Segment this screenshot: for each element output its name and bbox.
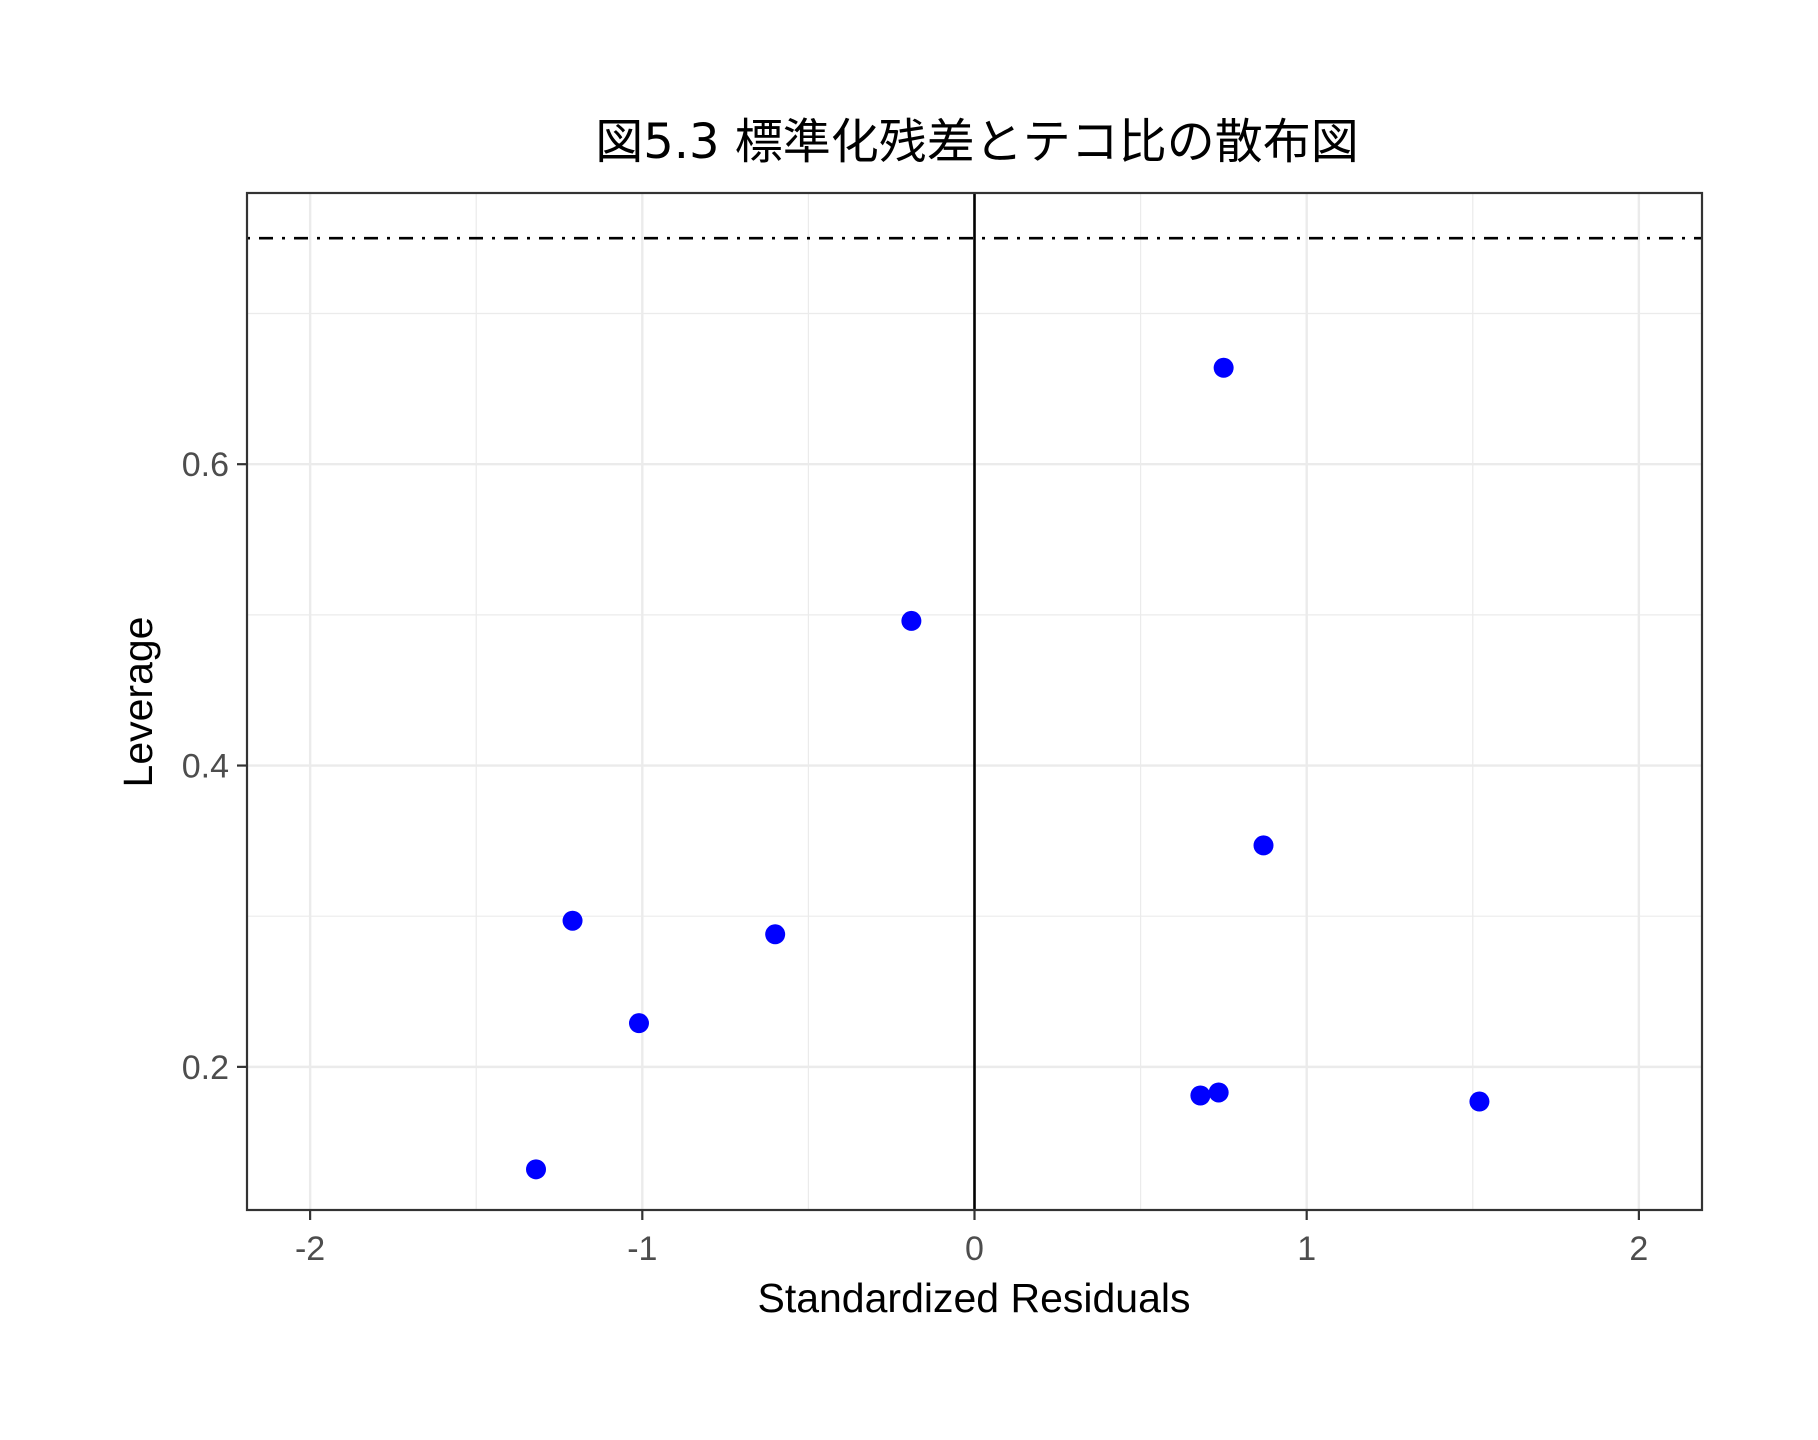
data-point	[1208, 1082, 1229, 1103]
reference-lines	[247, 193, 1702, 1210]
data-point	[1213, 357, 1234, 378]
x-axis: -2 -1 0 1 2	[295, 1210, 1648, 1268]
x-tick-label: 1	[1297, 1230, 1316, 1268]
y-axis: 0.2 0.4 0.6	[182, 446, 247, 1087]
data-point	[765, 924, 786, 945]
data-point	[1469, 1091, 1490, 1112]
data-point	[562, 910, 583, 931]
y-tick-label: 0.6	[182, 446, 229, 484]
x-tick-label: -1	[627, 1230, 657, 1268]
x-tick-label: -2	[295, 1230, 325, 1268]
data-point	[1190, 1085, 1211, 1106]
data-point	[1253, 835, 1274, 856]
y-tick-label: 0.2	[182, 1049, 229, 1087]
x-tick-label: 2	[1629, 1230, 1648, 1268]
data-points	[526, 357, 1490, 1180]
chart-title: 図5.3 標準化残差とテコ比の散布図	[595, 114, 1359, 170]
x-tick-label: 0	[965, 1230, 984, 1268]
data-point	[901, 610, 922, 631]
data-point	[526, 1159, 547, 1180]
x-axis-title: Standardized Residuals	[757, 1275, 1190, 1321]
y-tick-label: 0.4	[182, 748, 229, 786]
y-axis-title: Leverage	[115, 617, 161, 788]
data-point	[628, 1013, 649, 1034]
